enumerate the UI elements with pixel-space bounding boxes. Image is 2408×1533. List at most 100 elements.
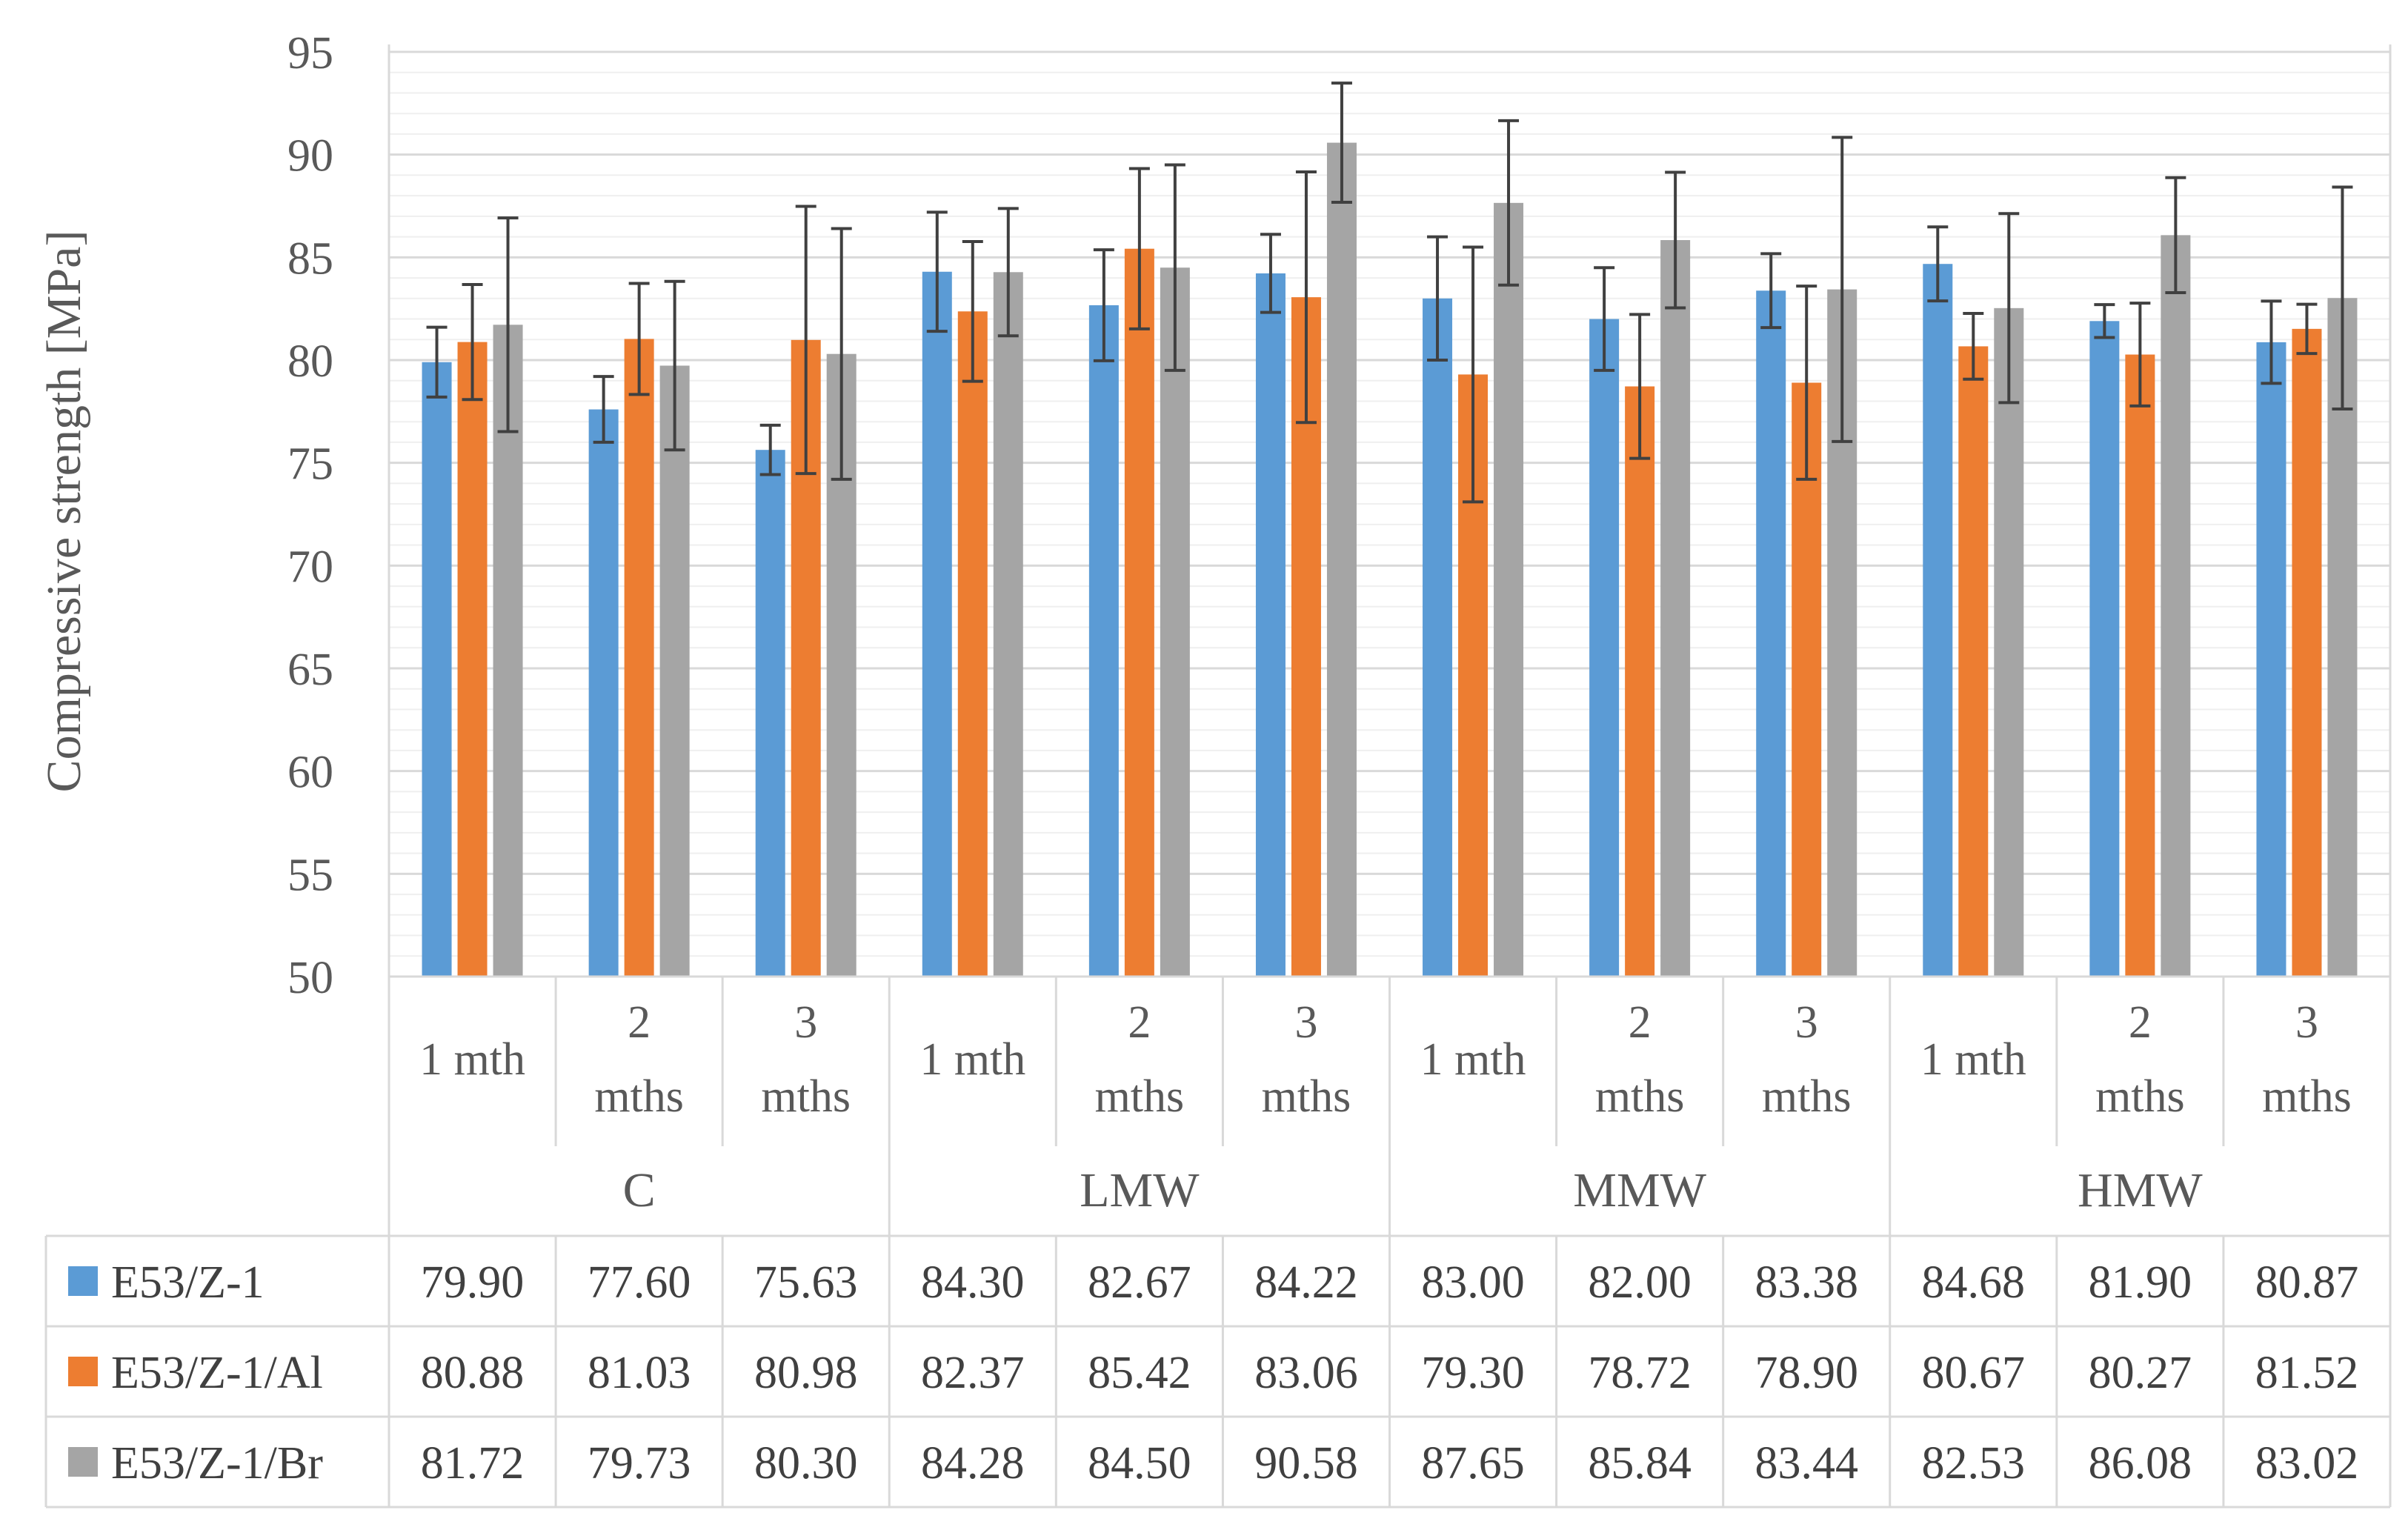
bar bbox=[2089, 321, 2120, 977]
bar bbox=[1326, 142, 1357, 977]
error-bar bbox=[1331, 82, 1352, 204]
legend-label: E53/Z-1 bbox=[111, 1257, 265, 1308]
bar bbox=[493, 325, 523, 977]
bar bbox=[957, 311, 988, 977]
table-cell-value: 83.44 bbox=[1755, 1438, 1858, 1489]
error-bar bbox=[593, 375, 614, 444]
table-cell-value: 80.87 bbox=[2255, 1257, 2359, 1308]
x-category-label: 3 bbox=[2295, 997, 2318, 1048]
x-category-label: 3 bbox=[794, 997, 817, 1048]
x-category-label: 1 mth bbox=[919, 1034, 1025, 1085]
y-tick-label: 65 bbox=[287, 645, 333, 695]
x-category-label: 3 bbox=[1795, 997, 1818, 1048]
table-cell-value: 87.65 bbox=[1421, 1438, 1525, 1489]
table-cell-value: 81.52 bbox=[2255, 1348, 2359, 1398]
bar bbox=[993, 272, 1023, 977]
error-bar bbox=[664, 279, 685, 452]
x-group-label: LMW bbox=[1080, 1163, 1200, 1217]
error-bar bbox=[1093, 248, 1114, 362]
error-bar bbox=[2165, 176, 2186, 295]
table-cell-value: 85.84 bbox=[1588, 1438, 1692, 1489]
error-bar bbox=[1427, 235, 1449, 362]
error-bar bbox=[2296, 302, 2318, 356]
bars bbox=[422, 142, 2358, 977]
error-bar bbox=[1796, 285, 1817, 481]
bar bbox=[1160, 267, 1190, 977]
legend-label: E53/Z-1/Al bbox=[111, 1348, 323, 1398]
table-cell-value: 80.98 bbox=[754, 1348, 858, 1398]
error-bar bbox=[926, 210, 948, 333]
error-bar bbox=[462, 282, 483, 402]
table-cell-value: 83.38 bbox=[1755, 1257, 1858, 1308]
error-bar bbox=[1164, 163, 1185, 372]
error-bar bbox=[2094, 303, 2115, 339]
error-bar bbox=[1498, 119, 1520, 287]
table-cell-value: 80.27 bbox=[2089, 1348, 2192, 1398]
y-tick-label: 50 bbox=[287, 953, 333, 1003]
bar bbox=[422, 362, 452, 977]
x-category-label: mths bbox=[1762, 1071, 1852, 1122]
error-bar bbox=[1760, 252, 1782, 330]
x-category-label: 2 bbox=[2129, 997, 2152, 1048]
data-table: 1 mth 2 mths 3 mths C 1 mth 2 mths 3 mths LMW 1 mth 2… bbox=[44, 44, 2392, 1509]
x-group-label: HMW bbox=[2078, 1163, 2203, 1217]
bar bbox=[755, 450, 785, 977]
x-category-label: mths bbox=[1095, 1071, 1185, 1122]
bar bbox=[1255, 273, 1286, 977]
legend-swatch bbox=[68, 1447, 98, 1477]
table-cell-value: 82.53 bbox=[1922, 1438, 2026, 1489]
y-tick-label: 70 bbox=[287, 542, 333, 592]
legend-swatch bbox=[68, 1266, 98, 1296]
bar bbox=[1660, 240, 1691, 977]
legend-swatch bbox=[68, 1357, 98, 1386]
x-category-label: mths bbox=[761, 1071, 851, 1122]
x-category-label: 3 bbox=[1294, 997, 1317, 1048]
x-category-label: 2 bbox=[1629, 997, 1652, 1048]
error-bar bbox=[1963, 312, 1984, 381]
table-cell-value: 78.72 bbox=[1588, 1348, 1692, 1398]
bar bbox=[2327, 298, 2358, 977]
table-cell-value: 79.90 bbox=[421, 1257, 525, 1308]
bar bbox=[1625, 386, 1655, 977]
y-tick-label: 85 bbox=[287, 233, 333, 284]
y-tick-label: 60 bbox=[287, 748, 333, 798]
bar bbox=[1756, 290, 1786, 977]
table-cell-value: 82.67 bbox=[1088, 1257, 1191, 1308]
y-axis-label: Compressive strength [MPa] bbox=[37, 230, 91, 793]
error-bar bbox=[628, 282, 650, 396]
bar bbox=[1792, 382, 1822, 977]
error-bar bbox=[497, 216, 519, 433]
legend-label: E53/Z-1/Br bbox=[111, 1438, 323, 1489]
error-bar bbox=[1260, 233, 1281, 314]
table-cell-value: 83.02 bbox=[2255, 1438, 2359, 1489]
y-tick-label: 95 bbox=[287, 28, 333, 79]
bar bbox=[1088, 305, 1119, 977]
bar bbox=[2125, 354, 2155, 977]
y-axis-ticks: 50 55 60 65 70 75 80 85 90 95 bbox=[287, 28, 333, 1003]
bar bbox=[457, 342, 488, 977]
x-category-label: 1 mth bbox=[419, 1034, 525, 1085]
table-cell-value: 83.00 bbox=[1421, 1257, 1525, 1308]
x-category-label: 2 bbox=[628, 997, 651, 1048]
y-tick-label: 80 bbox=[287, 336, 333, 387]
error-bar bbox=[1665, 170, 1686, 310]
table-cell-value: 84.30 bbox=[921, 1257, 1025, 1308]
error-bar bbox=[2332, 185, 2353, 411]
bar bbox=[1994, 307, 2024, 977]
x-category-label: mths bbox=[2262, 1071, 2352, 1122]
table-cell-value: 79.73 bbox=[588, 1438, 691, 1489]
table-cell-value: 79.30 bbox=[1421, 1348, 1525, 1398]
bar bbox=[2256, 342, 2286, 977]
table-cell-value: 84.22 bbox=[1254, 1257, 1358, 1308]
table-cell-value: 85.42 bbox=[1088, 1348, 1191, 1398]
table-cell-value: 81.90 bbox=[2089, 1257, 2192, 1308]
table-cell-value: 80.88 bbox=[421, 1348, 525, 1398]
bar bbox=[2161, 235, 2191, 977]
error-bar bbox=[2261, 299, 2282, 385]
error-bar bbox=[2129, 302, 2151, 408]
table-cell-value: 90.58 bbox=[1254, 1438, 1358, 1489]
y-tick-label: 75 bbox=[287, 439, 333, 490]
y-tick-label: 90 bbox=[287, 131, 333, 182]
error-bar bbox=[1594, 266, 1615, 372]
error-bar bbox=[1927, 225, 1949, 303]
